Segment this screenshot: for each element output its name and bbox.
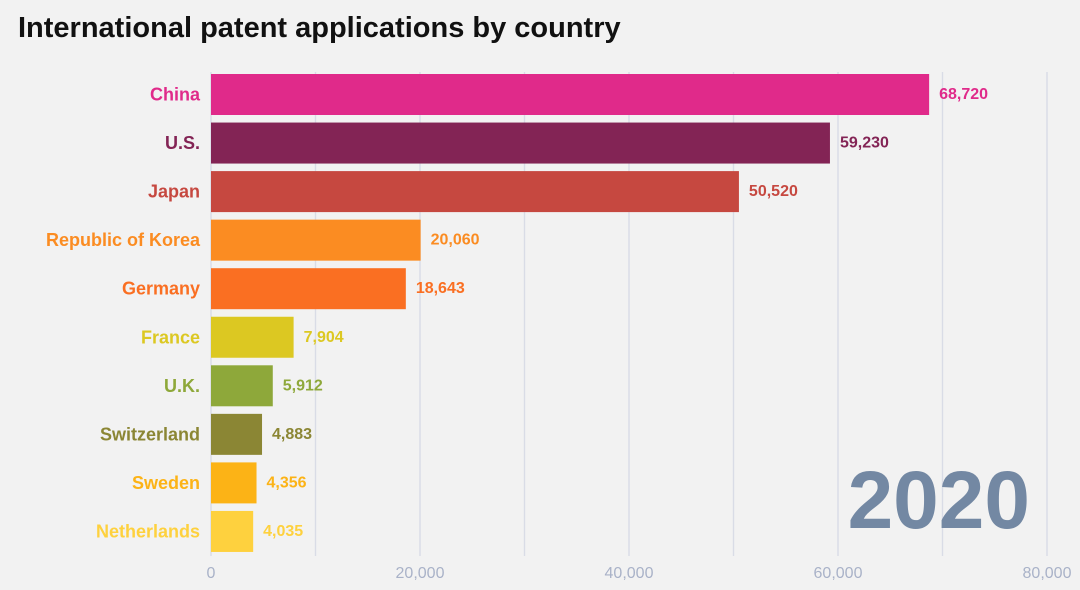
category-label-u-s: U.S. [165,133,200,153]
category-label-germany: Germany [122,279,200,299]
bar-france [211,316,294,358]
bar-u-k [211,365,273,407]
bar-netherlands [211,510,254,552]
value-label-sweden: 4,356 [267,474,307,491]
chart-title: International patent applications by cou… [18,12,621,44]
labels: China 68,720 U.S. 59,230 Japan 50,520 Republic… [46,85,988,542]
x-tick-label-0: 0 [207,565,216,582]
category-label-republic-of-korea: Republic of Korea [46,230,201,250]
bars [211,74,930,552]
x-tick-label-20000: 20,000 [396,565,445,582]
value-label-netherlands: 4,035 [263,523,303,540]
bar-u-s [211,122,830,164]
category-label-sweden: Sweden [132,473,200,493]
x-tick-label-80000: 80,000 [1023,565,1072,582]
value-label-japan: 50,520 [749,183,798,200]
value-label-france: 7,904 [304,329,344,346]
x-tick-label-60000: 60,000 [814,565,863,582]
category-label-u-k: U.K. [164,376,200,396]
value-label-republic-of-korea: 20,060 [431,232,480,249]
bar-germany [211,268,406,310]
year-label: 2020 [848,455,1030,546]
value-label-u-s: 59,230 [840,135,889,152]
value-label-germany: 18,643 [416,280,465,297]
value-label-u-k: 5,912 [283,377,323,394]
category-label-france: France [141,327,200,347]
value-label-switzerland: 4,883 [272,426,312,443]
bar-china [211,74,930,115]
x-tick-label-40000: 40,000 [605,565,654,582]
category-label-switzerland: Switzerland [100,424,200,444]
category-label-japan: Japan [148,182,200,202]
bar-switzerland [211,413,263,455]
bar-sweden [211,462,257,504]
x-axis-ticks: 0 20,000 40,000 60,000 80,000 [207,565,1072,582]
value-label-china: 68,720 [939,86,988,103]
category-label-china: China [150,85,201,105]
category-label-netherlands: Netherlands [96,521,200,541]
bar-japan [211,171,739,213]
bar-republic-of-korea [211,219,421,261]
